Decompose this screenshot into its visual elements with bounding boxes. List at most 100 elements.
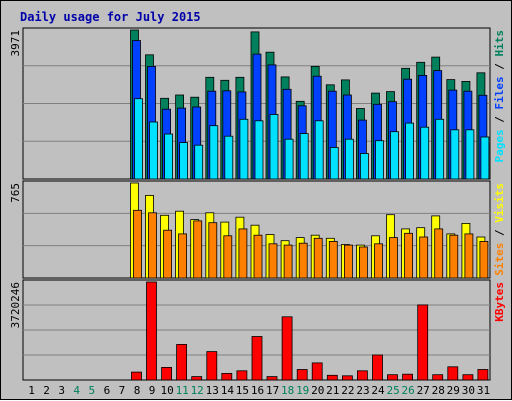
bar-pages-day-16 — [254, 120, 264, 180]
bar-kbytes-day-18 — [281, 316, 293, 381]
legend-entry: / — [493, 57, 506, 77]
bar-sites-day-19 — [298, 242, 308, 279]
x-tick-label-day-7: 7 — [119, 384, 126, 397]
chart-panels: 3971 Pages / Files / Hits 765 Sites / Visit… — [9, 27, 506, 381]
x-tick-label-day-3: 3 — [58, 384, 65, 397]
bar-pages-day-31 — [480, 136, 490, 180]
bar-pages-day-29 — [450, 129, 460, 180]
x-tick-label-day-27: 27 — [417, 384, 430, 397]
x-tick-label-day-28: 28 — [432, 384, 445, 397]
bar-pages-day-30 — [465, 129, 475, 180]
bar-sites-day-28 — [434, 228, 444, 279]
legend-entry: Visits — [493, 183, 506, 223]
bar-pages-day-18 — [284, 138, 294, 180]
legend-hits-files-pages: Pages / Files / Hits — [493, 30, 506, 163]
bar-kbytes-day-26 — [402, 373, 414, 381]
x-tick-label-day-21: 21 — [326, 384, 339, 397]
legend-entry: / — [493, 223, 506, 243]
bar-sites-day-29 — [449, 234, 459, 279]
bar-kbytes-day-12 — [191, 376, 203, 381]
legend-kbytes: KBytes — [493, 282, 506, 322]
x-axis: 1 2 3 4 5 6 7 8 9 10 11 12 13 14 15 16 17 18 19 20 21 22 23 24 2… — [28, 384, 490, 397]
bar-sites-day-11 — [178, 233, 188, 279]
bar-pages-day-17 — [269, 114, 279, 180]
bar-sites-day-22 — [343, 244, 353, 279]
x-tick-label-day-16: 16 — [251, 384, 264, 397]
bar-pages-day-12 — [194, 144, 204, 180]
bar-kbytes-day-31 — [477, 369, 489, 381]
x-tick-label-day-23: 23 — [356, 384, 369, 397]
bar-sites-day-14 — [223, 235, 233, 279]
x-tick-label-day-25: 25 — [386, 384, 399, 397]
x-tick-label-day-22: 22 — [341, 384, 354, 397]
x-tick-label-day-2: 2 — [43, 384, 50, 397]
bar-pages-day-28 — [435, 118, 445, 180]
x-tick-label-day-11: 11 — [176, 384, 189, 397]
bar-sites-day-10 — [163, 229, 173, 279]
x-tick-label-day-29: 29 — [447, 384, 460, 397]
bar-pages-day-25 — [390, 131, 399, 180]
bar-kbytes-day-17 — [266, 376, 278, 381]
bar-sites-day-16 — [253, 234, 263, 279]
bar-kbytes-day-15 — [236, 370, 248, 381]
legend-entry: / — [493, 110, 506, 130]
bar-kbytes-day-14 — [221, 372, 233, 381]
x-tick-label-day-17: 17 — [266, 384, 279, 397]
max-label-kbytes: 3720246 — [9, 282, 22, 328]
bar-sites-day-30 — [464, 233, 474, 279]
x-tick-label-day-6: 6 — [104, 384, 111, 397]
bar-pages-day-24 — [375, 140, 384, 180]
bar-kbytes-day-13 — [206, 351, 218, 381]
x-tick-label-day-10: 10 — [160, 384, 173, 397]
bar-kbytes-day-20 — [311, 362, 323, 381]
bar-sites-day-8 — [133, 209, 142, 279]
legend-visits-sites: Sites / Visits — [493, 183, 506, 276]
bar-sites-day-17 — [268, 243, 278, 279]
x-tick-label-day-18: 18 — [281, 384, 294, 397]
x-tick-label-day-19: 19 — [296, 384, 309, 397]
bar-kbytes-day-8 — [131, 371, 142, 381]
x-tick-label-day-12: 12 — [191, 384, 204, 397]
panel-kbytes: 3720246 KBytes — [9, 279, 506, 381]
bar-kbytes-day-22 — [341, 375, 353, 381]
bar-sites-day-13 — [208, 222, 218, 279]
x-tick-label-day-31: 31 — [477, 384, 490, 397]
bar-kbytes-day-21 — [326, 374, 338, 381]
bar-sites-day-12 — [193, 220, 203, 279]
x-tick-label-day-26: 26 — [401, 384, 414, 397]
bar-kbytes-day-25 — [387, 374, 398, 381]
legend-entry: Files — [493, 76, 506, 109]
bar-kbytes-day-29 — [447, 366, 459, 381]
bar-pages-day-15 — [239, 118, 249, 180]
bar-kbytes-day-24 — [372, 354, 383, 381]
bar-sites-day-15 — [238, 228, 248, 279]
bar-kbytes-day-28 — [432, 374, 444, 381]
bar-pages-day-20 — [314, 120, 324, 180]
bar-pages-day-14 — [224, 135, 234, 180]
bar-kbytes-day-10 — [161, 366, 173, 381]
bar-pages-day-9 — [149, 121, 158, 180]
bar-sites-day-23 — [358, 246, 368, 279]
bar-kbytes-day-30 — [462, 374, 474, 381]
bar-sites-day-9 — [148, 212, 157, 279]
bar-pages-day-23 — [359, 153, 369, 180]
bar-kbytes-day-9 — [146, 281, 157, 381]
max-label-hits-files-pages: 3971 — [9, 30, 22, 57]
panel-hits-files-pages: 3971 Pages / Files / Hits — [9, 27, 506, 180]
x-tick-label-day-9: 9 — [149, 384, 156, 397]
bar-kbytes-day-19 — [296, 369, 308, 381]
bar-sites-day-26 — [404, 232, 414, 279]
bar-sites-day-31 — [479, 240, 489, 279]
bar-sites-day-27 — [419, 236, 429, 279]
bar-kbytes-day-16 — [251, 336, 263, 381]
legend-entry: Hits — [493, 30, 506, 57]
bar-sites-day-18 — [283, 244, 293, 279]
bar-pages-day-8 — [134, 98, 143, 180]
legend-entry: Pages — [493, 129, 506, 162]
panel-visits-sites: 765 Sites / Visits — [9, 180, 506, 279]
bar-pages-day-27 — [420, 126, 430, 180]
x-tick-label-day-20: 20 — [311, 384, 324, 397]
bar-pages-day-21 — [329, 147, 339, 180]
bar-pages-day-26 — [405, 122, 415, 180]
